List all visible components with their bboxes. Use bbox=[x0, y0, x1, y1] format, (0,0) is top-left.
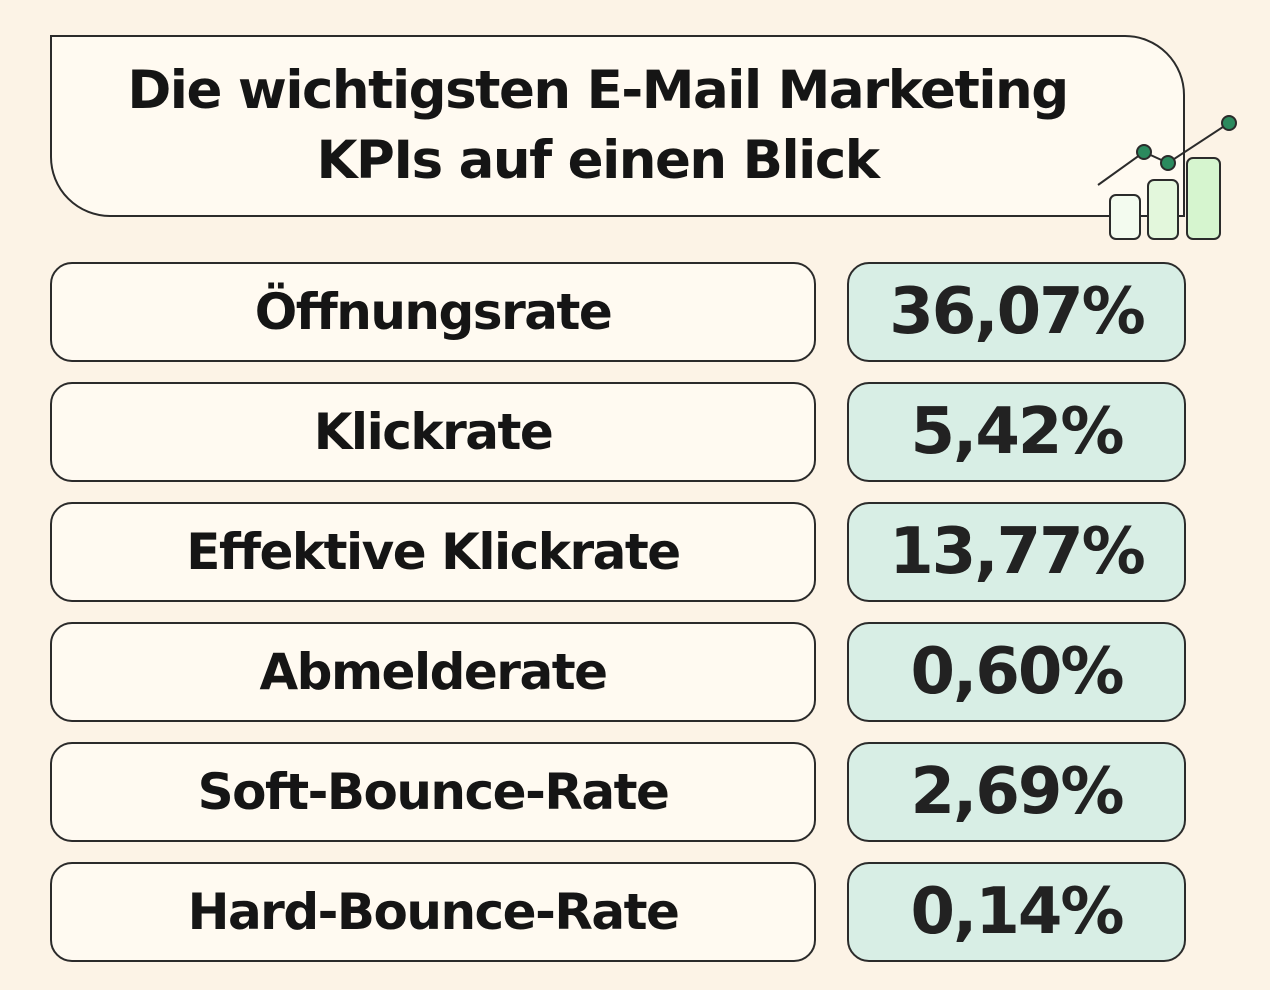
kpi-value: 36,07% bbox=[847, 262, 1186, 362]
kpi-list: Öffnungsrate 36,07% Klickrate 5,42% Effe… bbox=[50, 262, 1190, 982]
kpi-row-klickrate: Klickrate 5,42% bbox=[50, 382, 1190, 502]
kpi-row-oeffnungsrate: Öffnungsrate 36,07% bbox=[50, 262, 1190, 382]
page-title: Die wichtigsten E-Mail Marketing KPIs au… bbox=[127, 56, 1107, 196]
kpi-value: 5,42% bbox=[847, 382, 1186, 482]
kpi-label: Hard-Bounce-Rate bbox=[50, 862, 816, 962]
title-line-2: KPIs auf einen Blick bbox=[316, 130, 880, 191]
kpi-value: 0,14% bbox=[847, 862, 1186, 962]
kpi-label: Abmelderate bbox=[50, 622, 816, 722]
kpi-label: Klickrate bbox=[50, 382, 816, 482]
kpi-row-abmelderate: Abmelderate 0,60% bbox=[50, 622, 1190, 742]
kpi-row-effektive-klickrate: Effektive Klickrate 13,77% bbox=[50, 502, 1190, 622]
kpi-value: 2,69% bbox=[847, 742, 1186, 842]
kpi-label: Effektive Klickrate bbox=[50, 502, 816, 602]
title-card: Die wichtigsten E-Mail Marketing KPIs au… bbox=[50, 35, 1185, 217]
kpi-value: 0,60% bbox=[847, 622, 1186, 722]
kpi-label: Öffnungsrate bbox=[50, 262, 816, 362]
title-line-1: Die wichtigsten E-Mail Marketing bbox=[127, 60, 1069, 121]
kpi-label: Soft-Bounce-Rate bbox=[50, 742, 816, 842]
bar-chart-growth-icon bbox=[1097, 115, 1237, 240]
kpi-row-hard-bounce-rate: Hard-Bounce-Rate 0,14% bbox=[50, 862, 1190, 982]
kpi-value: 13,77% bbox=[847, 502, 1186, 602]
kpi-row-soft-bounce-rate: Soft-Bounce-Rate 2,69% bbox=[50, 742, 1190, 862]
